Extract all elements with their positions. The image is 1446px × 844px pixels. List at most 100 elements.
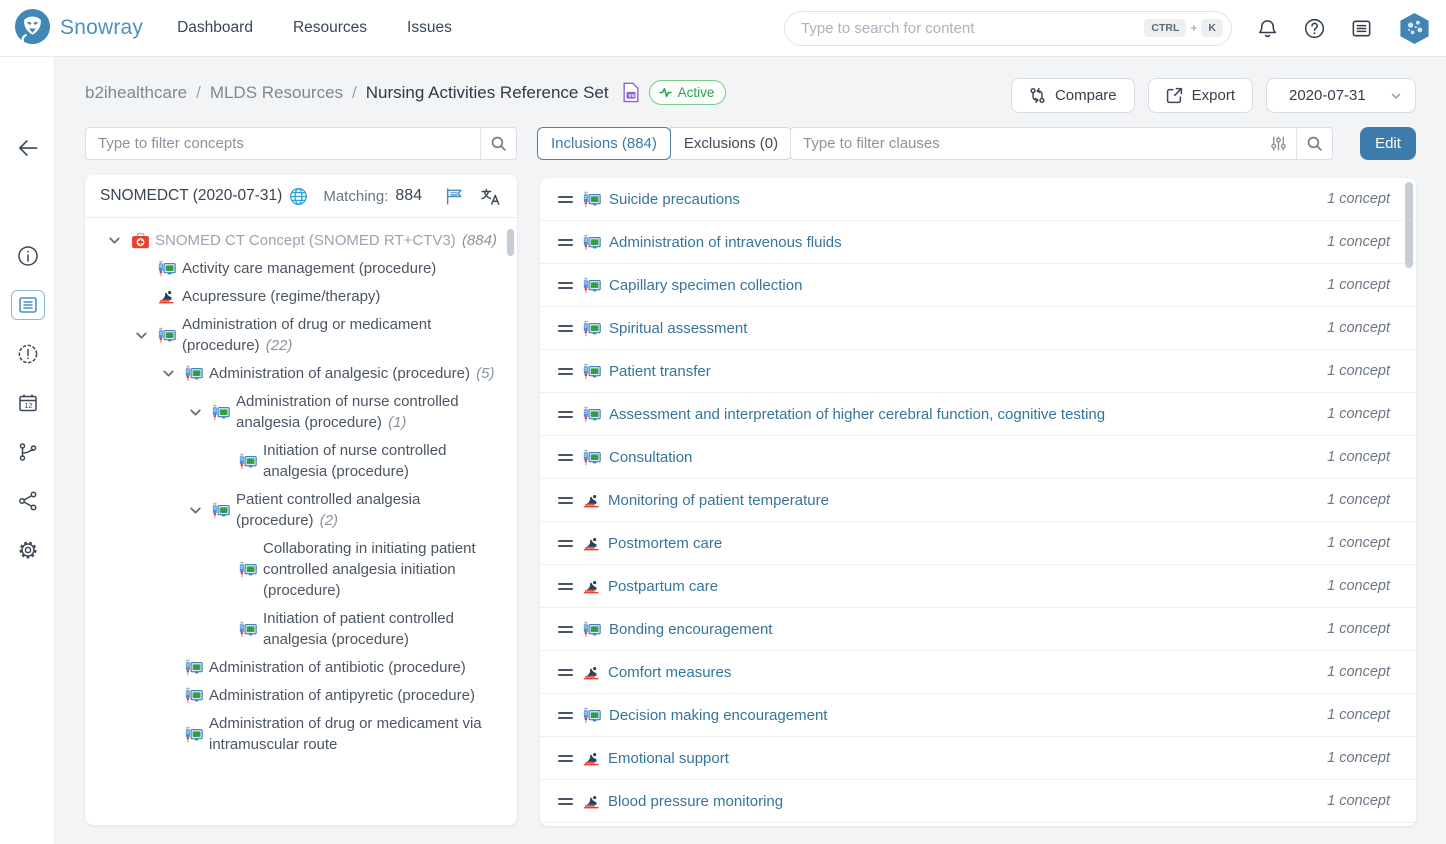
clause-row[interactable]: Postmortem care 1 concept [540, 522, 1416, 565]
drag-handle-icon[interactable] [558, 797, 573, 805]
tree-expand-chevron-icon[interactable] [186, 405, 212, 420]
search-icon[interactable] [1296, 128, 1332, 159]
drag-handle-icon[interactable] [558, 238, 573, 246]
tree-node-label: Initiation of nurse controlled analgesia… [263, 442, 447, 480]
vs-file-icon[interactable]: vs [622, 82, 640, 103]
news-icon[interactable] [1350, 17, 1373, 40]
tree-node[interactable]: SNOMED CT Concept (SNOMED RT+CTV3) (884) [85, 230, 501, 251]
avatar[interactable] [1397, 11, 1432, 46]
tree-node[interactable]: Acupressure (regime/therapy) [85, 286, 501, 307]
tree-node[interactable]: Activity care management (procedure) [85, 258, 501, 279]
clause-row[interactable]: Decision making encouragement 1 concept [540, 694, 1416, 737]
chevron-down-icon [1391, 93, 1401, 99]
alert-icon[interactable] [11, 339, 45, 369]
breadcrumb-bundle[interactable]: MLDS Resources [209, 82, 344, 102]
sliders-icon[interactable] [1261, 135, 1296, 152]
tree-node-label: SNOMED CT Concept (SNOMED RT+CTV3) [155, 232, 456, 249]
tree-node[interactable]: Collaborating in initiating patient cont… [85, 538, 501, 601]
clause-row[interactable]: Patient transfer 1 concept [540, 350, 1416, 393]
share-icon[interactable] [11, 486, 45, 516]
tree-node-label: Administration of nurse controlled analg… [236, 393, 459, 431]
diagram-flag-icon[interactable] [444, 187, 465, 206]
tree-expand-chevron-icon[interactable] [186, 503, 212, 518]
tree-node[interactable]: Administration of drug or medicament (pr… [85, 314, 501, 356]
clause-row[interactable]: Consultation 1 concept [540, 436, 1416, 479]
clause-concept-count: 1 concept [1327, 578, 1390, 594]
export-button[interactable]: Export [1147, 78, 1253, 113]
nav-resources[interactable]: Resources [292, 19, 368, 36]
bell-icon[interactable] [1256, 17, 1279, 40]
tree-node[interactable]: Initiation of nurse controlled analgesia… [85, 440, 501, 482]
global-search-input[interactable] [801, 19, 1139, 37]
drag-handle-icon[interactable] [558, 582, 573, 590]
search-icon[interactable] [480, 128, 516, 159]
clause-concept-count: 1 concept [1327, 406, 1390, 422]
tree-expand-chevron-icon[interactable] [132, 328, 158, 343]
nav-issues[interactable]: Issues [407, 19, 452, 36]
info-icon[interactable] [11, 241, 45, 271]
clause-row[interactable]: Postpartum care 1 concept [540, 565, 1416, 608]
version-selector[interactable]: 2020-07-31 [1266, 78, 1416, 113]
tree-scrollbar-thumb[interactable] [507, 229, 514, 256]
calendar-icon[interactable]: 12 [11, 388, 45, 418]
drag-handle-icon[interactable] [558, 367, 573, 375]
tree-node-count: (1) [388, 414, 407, 431]
branch-icon[interactable] [11, 437, 45, 467]
tree-node[interactable]: Patient controlled analgesia (procedure)… [85, 489, 501, 531]
snowray-logo[interactable]: Snowray [14, 8, 143, 49]
brand-name: Snowray [60, 16, 144, 39]
drag-handle-icon[interactable] [558, 281, 573, 289]
drag-handle-icon[interactable] [558, 195, 573, 203]
clause-row[interactable]: Spiritual assessment 1 concept [540, 307, 1416, 350]
document-icon[interactable] [10, 290, 45, 320]
concept-type-icon [158, 260, 182, 277]
drag-handle-icon[interactable] [558, 410, 573, 418]
tree-expand-chevron-icon[interactable] [105, 233, 131, 248]
drag-handle-icon[interactable] [558, 496, 573, 504]
tab-inclusions[interactable]: Inclusions (884) [537, 127, 671, 160]
tree-node[interactable]: Administration of antibiotic (procedure) [85, 657, 501, 678]
clause-row[interactable]: Administration of intravenous fluids 1 c… [540, 221, 1416, 264]
tree-node[interactable]: Administration of antipyretic (procedure… [85, 685, 501, 706]
tree-node[interactable]: Administration of analgesic (procedure) … [85, 363, 501, 384]
compare-button[interactable]: Compare [1010, 78, 1135, 113]
back-button[interactable] [0, 135, 55, 161]
breadcrumb-org[interactable]: b2ihealthcare [85, 82, 188, 102]
clause-concept-count: 1 concept [1327, 277, 1390, 293]
global-search[interactable]: CTRL + K [784, 10, 1232, 46]
clause-filter-input[interactable] [791, 135, 1261, 152]
clause-row[interactable]: Emotional support 1 concept [540, 737, 1416, 780]
translate-icon[interactable] [480, 187, 501, 206]
clause-row[interactable]: Comfort measures 1 concept [540, 651, 1416, 694]
help-icon[interactable] [1303, 17, 1326, 40]
clause-row[interactable]: Suicide precautions 1 concept [540, 178, 1416, 221]
tree-node[interactable]: Administration of nurse controlled analg… [85, 391, 501, 433]
concept-type-icon [583, 578, 600, 595]
concept-type-icon [583, 707, 601, 724]
edit-button[interactable]: Edit [1360, 127, 1416, 160]
concept-filter-input[interactable] [86, 135, 480, 152]
drag-handle-icon[interactable] [558, 668, 573, 676]
clause-row[interactable]: Monitoring of patient temperature 1 conc… [540, 479, 1416, 522]
tree-node[interactable]: Initiation of patient controlled analges… [85, 608, 501, 650]
clause-concept-count: 1 concept [1327, 664, 1390, 680]
clause-row[interactable]: Blood pressure monitoring 1 concept [540, 780, 1416, 823]
drag-handle-icon[interactable] [558, 711, 573, 719]
drag-handle-icon[interactable] [558, 324, 573, 332]
tree-expand-chevron-icon[interactable] [159, 366, 185, 381]
clause-row[interactable]: Bonding encouragement 1 concept [540, 608, 1416, 651]
tree-node-count: (2) [319, 512, 339, 529]
clause-row[interactable]: Assessment and interpretation of higher … [540, 393, 1416, 436]
tab-exclusions[interactable]: Exclusions (0) [669, 127, 793, 160]
drag-handle-icon[interactable] [558, 453, 573, 461]
drag-handle-icon[interactable] [558, 539, 573, 547]
tree-node[interactable]: Administration of drug or medicament via… [85, 713, 501, 755]
drag-handle-icon[interactable] [558, 625, 573, 633]
concept-type-icon [158, 327, 182, 344]
clause-row[interactable]: Capillary specimen collection 1 concept [540, 264, 1416, 307]
gear-icon[interactable] [11, 535, 45, 565]
globe-icon[interactable] [289, 187, 308, 206]
clauses-scrollbar-thumb[interactable] [1405, 182, 1413, 268]
drag-handle-icon[interactable] [558, 754, 573, 762]
nav-dashboard[interactable]: Dashboard [177, 19, 253, 36]
